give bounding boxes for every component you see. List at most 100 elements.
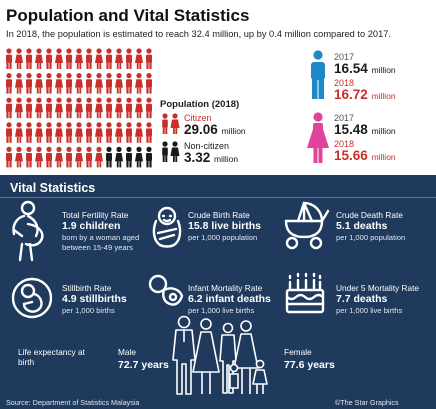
male-year-2018: 2018 bbox=[334, 78, 355, 88]
citizen-person-icon bbox=[26, 146, 32, 168]
stat-fertility-title: Total Fertility Rate bbox=[62, 210, 129, 220]
citizen-person-icon bbox=[35, 122, 43, 143]
citizen-person-icon bbox=[6, 73, 12, 94]
noncitizen-person-icon bbox=[126, 146, 132, 168]
citizen-person-icon bbox=[95, 146, 103, 168]
citizen-person-icon bbox=[75, 97, 83, 119]
stat-birth-sub: per 1,000 population bbox=[188, 233, 258, 242]
page-title: Population and Vital Statistics bbox=[6, 6, 250, 25]
citizen-person-icon bbox=[86, 146, 92, 168]
vital-statistics-title: Vital Statistics bbox=[10, 181, 96, 195]
citizen-person-icon bbox=[135, 73, 143, 94]
female-unit-2017: million bbox=[371, 126, 396, 136]
stat-death-title: Crude Death Rate bbox=[336, 210, 403, 220]
noncitizen-person-icon bbox=[146, 146, 152, 168]
citizen-person-icon bbox=[106, 48, 112, 69]
citizen-person-icon bbox=[95, 97, 103, 119]
citizen-person-icon bbox=[146, 73, 152, 94]
stat-stillbirth-sub: per 1,000 births bbox=[62, 306, 115, 315]
female-year-2017: 2017 bbox=[334, 113, 355, 123]
female-value-2018-line: 15.66 million bbox=[334, 148, 396, 163]
male-unit-2018: million bbox=[371, 91, 396, 101]
citizen-value-line: 29.06 million bbox=[184, 122, 246, 137]
pram-icon bbox=[284, 201, 330, 250]
male-unit-2017: million bbox=[371, 65, 396, 75]
citizen-person-icon bbox=[126, 97, 132, 119]
female-value-2018: 15.66 bbox=[334, 148, 368, 163]
citizen-person-icon bbox=[75, 146, 83, 168]
female-year-2018: 2018 bbox=[334, 139, 355, 149]
citizen-person-icon bbox=[6, 48, 12, 69]
citizen-person-icon bbox=[95, 122, 103, 143]
citizen-person-icon bbox=[55, 122, 63, 143]
male-figure-icon bbox=[311, 50, 325, 99]
citizen-person-icon bbox=[35, 73, 43, 94]
citizen-person-icon bbox=[115, 97, 123, 119]
female-life-label: Female bbox=[284, 347, 312, 357]
noncitizen-value-line: 3.32 million bbox=[184, 150, 238, 165]
citizen-person-icon bbox=[126, 73, 132, 94]
family-illustration bbox=[172, 315, 268, 395]
noncitizen-label: Non-citizen bbox=[184, 141, 230, 151]
citizen-person-icon bbox=[46, 73, 52, 94]
citizen-person-icon bbox=[115, 48, 123, 69]
noncitizen-person-icon bbox=[106, 146, 112, 168]
male-value-2018: 16.72 bbox=[334, 87, 368, 102]
citizen-person-icon bbox=[66, 48, 72, 69]
noncitizen-value: 3.32 bbox=[184, 150, 211, 165]
vital-title-divider bbox=[0, 197, 436, 198]
citizen-person-icon bbox=[55, 146, 63, 168]
citizen-person-icon bbox=[135, 48, 143, 69]
citizen-value: 29.06 bbox=[184, 122, 218, 137]
citizen-person-icon bbox=[146, 122, 152, 143]
stat-birth-value: 15.8 live births bbox=[188, 220, 261, 232]
citizen-person-icon bbox=[75, 122, 83, 143]
stat-infant-sub: per 1,000 live births bbox=[188, 306, 255, 315]
source-credit: Source: Department of Statistics Malaysi… bbox=[6, 398, 140, 407]
male-value-2017: 16.54 bbox=[334, 61, 368, 76]
citizen-person-icon bbox=[46, 48, 52, 69]
female-unit-2018: million bbox=[371, 152, 396, 162]
citizen-person-icon bbox=[26, 48, 32, 69]
citizen-unit: million bbox=[221, 126, 246, 136]
male-value-2018-line: 16.72 million bbox=[334, 87, 396, 102]
citizen-person-icon bbox=[86, 48, 92, 69]
female-life-value: 77.6 years bbox=[284, 359, 335, 371]
citizen-person-icon bbox=[106, 122, 112, 143]
citizen-person-icon bbox=[126, 122, 132, 143]
citizen-person-icon bbox=[55, 73, 63, 94]
citizen-person-icon bbox=[135, 122, 143, 143]
stat-under5-title: Under 5 Mortality Rate bbox=[336, 283, 420, 293]
population-heading: Population (2018) bbox=[160, 99, 240, 110]
birthday-cake-icon bbox=[285, 272, 325, 314]
citizen-person-icon bbox=[6, 122, 12, 143]
male-life-label: Male bbox=[118, 347, 136, 357]
stat-fertility-value: 1.9 children bbox=[62, 220, 121, 232]
citizen-person-icon bbox=[86, 122, 92, 143]
male-year-2017: 2017 bbox=[334, 52, 355, 62]
stat-death-sub: per 1,000 population bbox=[336, 233, 406, 242]
citizen-person-icon bbox=[35, 97, 43, 119]
citizen-person-icon bbox=[95, 48, 103, 69]
stat-death-value: 5.1 deaths bbox=[336, 220, 388, 232]
citizen-person-icon bbox=[35, 146, 43, 168]
citizen-person-icon bbox=[35, 48, 43, 69]
citizen-person-icon bbox=[86, 73, 92, 94]
citizen-person-icon bbox=[26, 97, 32, 119]
citizen-person-icon bbox=[46, 122, 52, 143]
female-value-2017-line: 15.48 million bbox=[334, 122, 396, 137]
citizen-person-icon bbox=[15, 48, 23, 69]
stat-stillbirth-value: 4.9 stillbirths bbox=[62, 293, 127, 305]
noncitizen-unit: million bbox=[214, 154, 239, 164]
citizen-label: Citizen bbox=[184, 113, 212, 123]
page-subtitle: In 2018, the population is estimated to … bbox=[6, 29, 392, 39]
stat-infant-title: Infant Mortality Rate bbox=[188, 283, 263, 293]
stat-infant-value: 6.2 infant deaths bbox=[188, 293, 271, 305]
stat-birth-title: Crude Birth Rate bbox=[188, 210, 250, 220]
stat-under5-sub: per 1,000 live births bbox=[336, 306, 403, 315]
stat-under5-value: 7.7 deaths bbox=[336, 293, 388, 305]
citizen-person-icon bbox=[86, 97, 92, 119]
noncitizen-people-icon bbox=[162, 141, 180, 162]
citizen-person-icon bbox=[55, 48, 63, 69]
stat-fertility-sub: born by a woman aged between 15-49 years bbox=[62, 233, 140, 252]
